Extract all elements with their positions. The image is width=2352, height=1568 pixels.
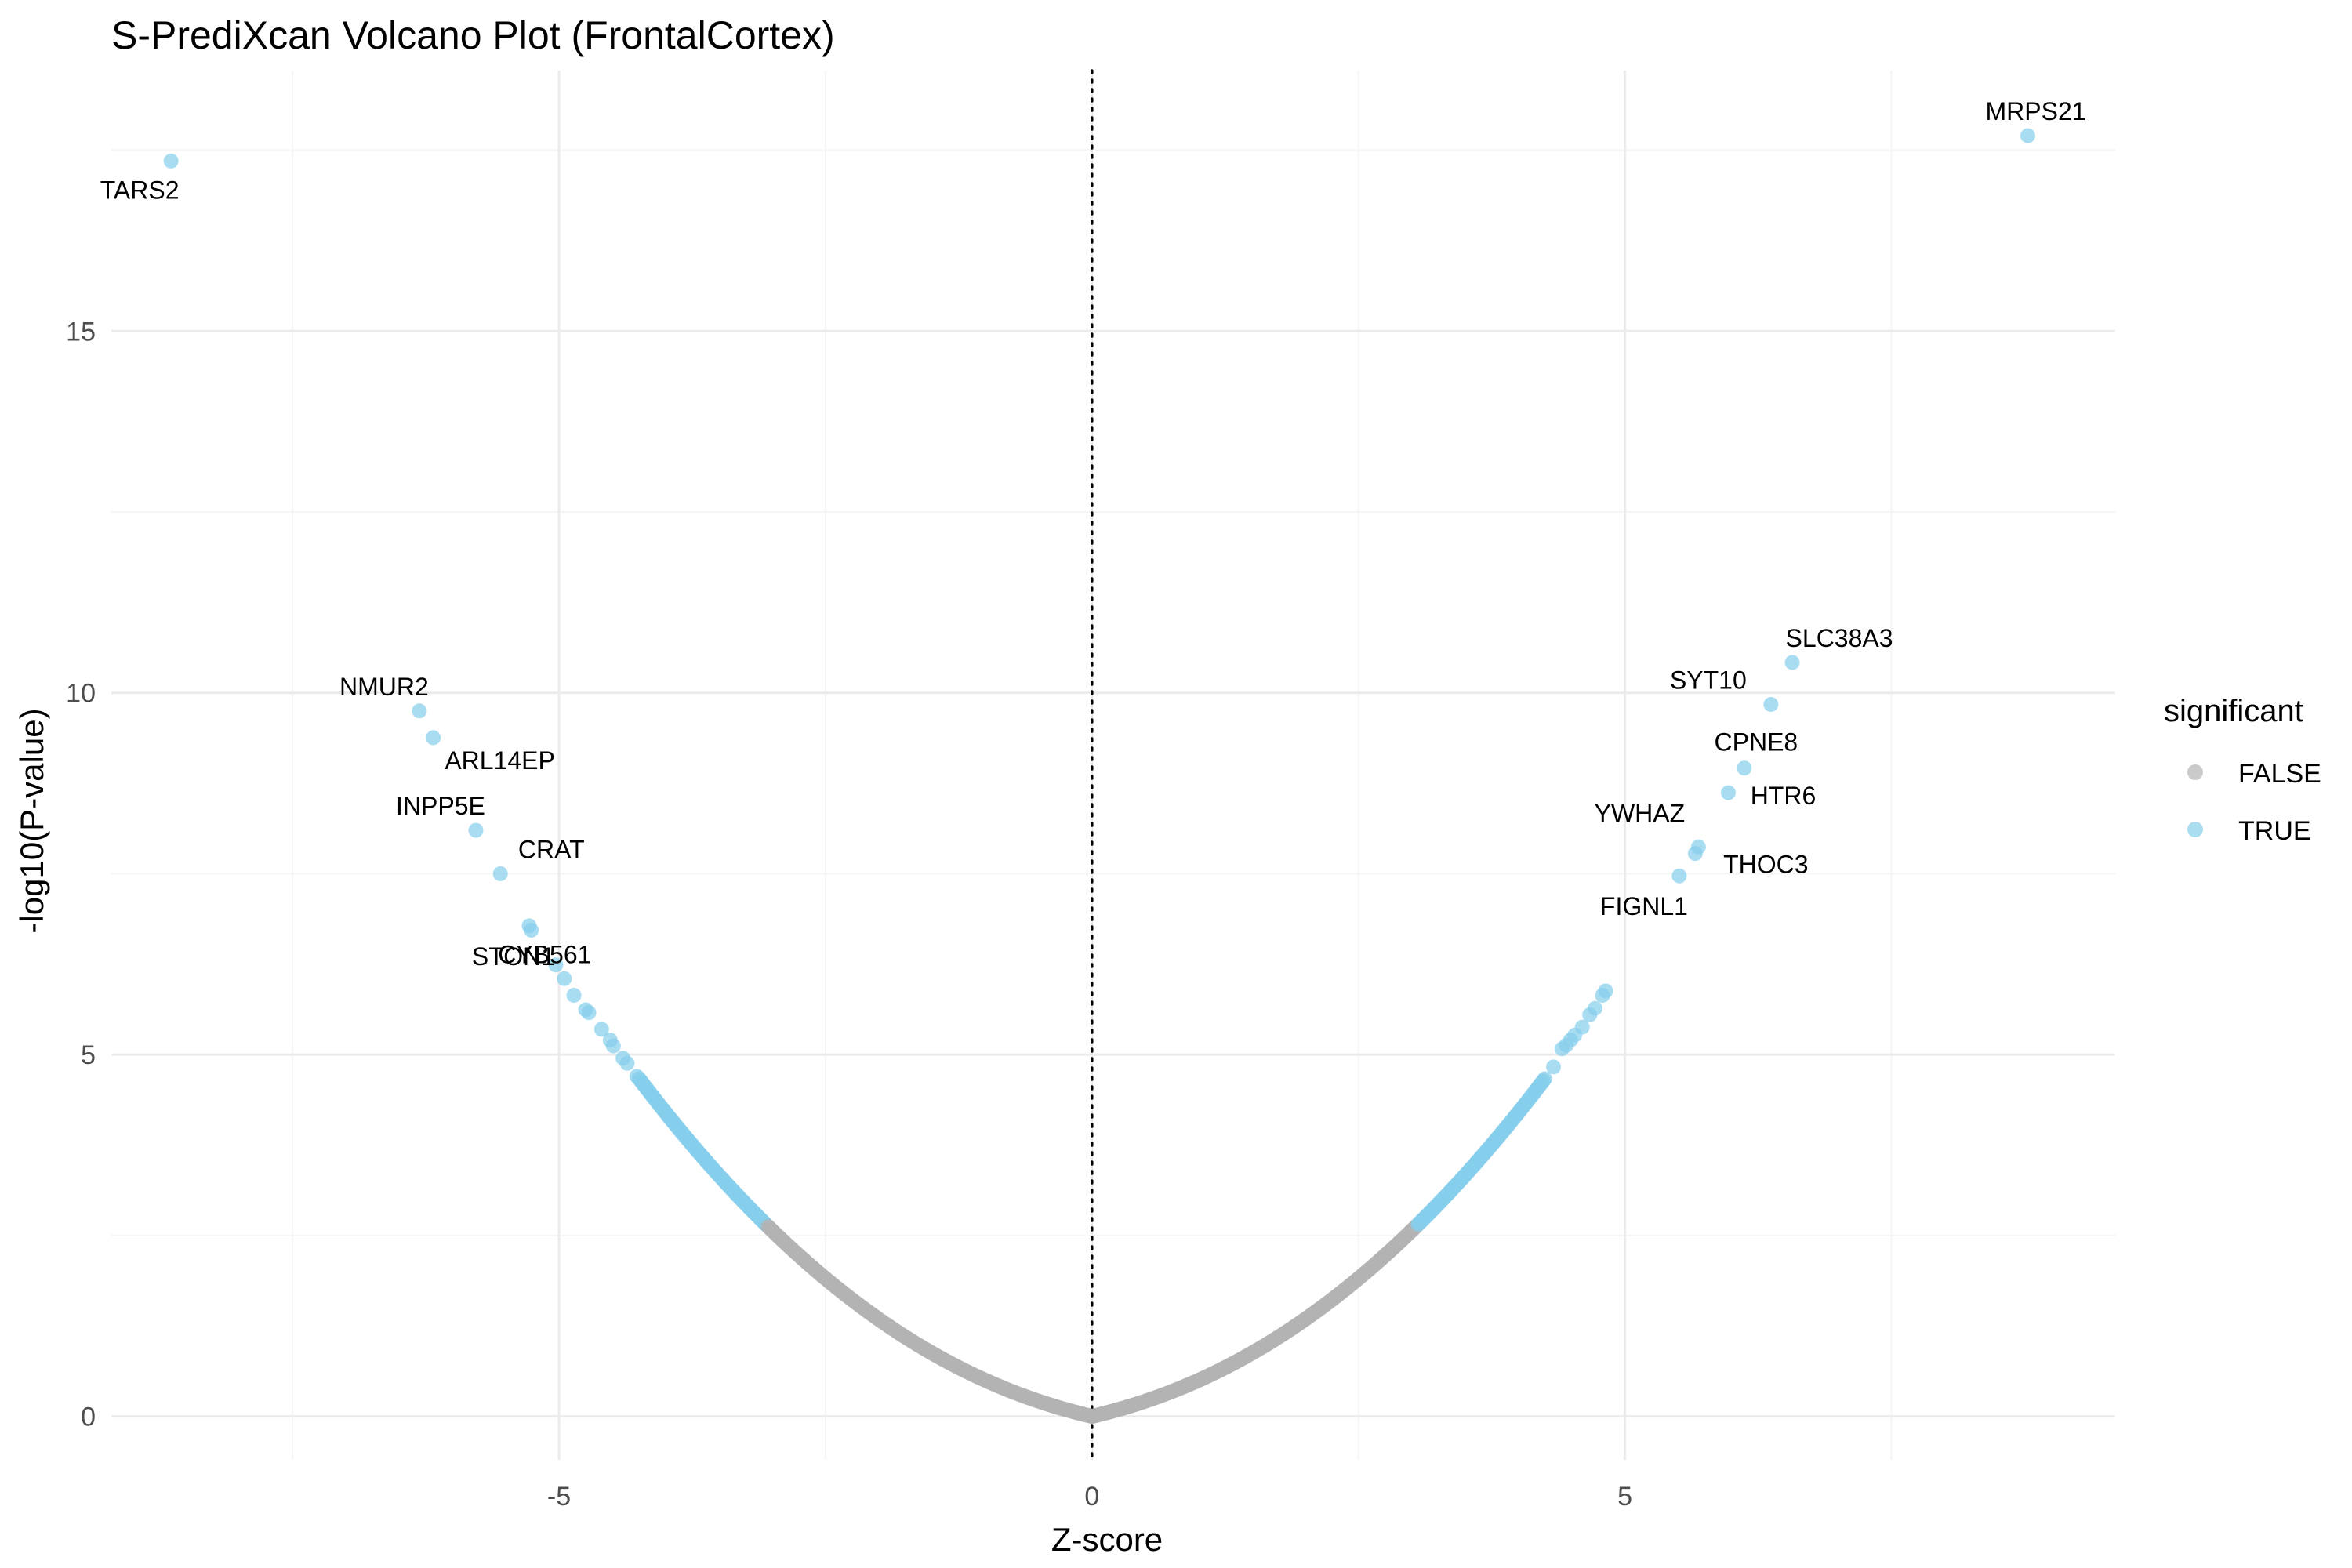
gene-label-inpp5e: INPP5E xyxy=(396,792,485,820)
gene-label-ston1: STON1 xyxy=(472,942,555,971)
x-tick-label: 5 xyxy=(1617,1482,1632,1512)
data-point-fignl1 xyxy=(1671,868,1687,884)
gene-label-cpne8: CPNE8 xyxy=(1715,728,1798,757)
data-point xyxy=(619,1055,635,1071)
legend-swatch-true xyxy=(2187,822,2203,837)
gene-label-thoc3: THOC3 xyxy=(1723,851,1808,879)
gene-label-crat: CRAT xyxy=(518,835,585,863)
data-point-tars2 xyxy=(163,153,179,169)
legend-label-false: FALSE xyxy=(2238,759,2321,789)
gene-label-arl14ep: ARL14EP xyxy=(445,746,555,775)
gene-label-ywhaz: YWHAZ xyxy=(1595,799,1686,827)
data-point-ston1 xyxy=(521,918,537,934)
y-tick-label: 15 xyxy=(66,317,96,347)
legend-label-true: TRUE xyxy=(2238,816,2311,846)
data-point-inpp5e xyxy=(468,822,484,838)
gene-labels-layer: TARS2 MRPS21 NMUR2 ARL14EP INPP5E CRAT STON1CY… xyxy=(100,97,2086,971)
gene-label-cyb561: CYB561 xyxy=(498,940,591,968)
gene-label-tars2: TARS2 xyxy=(100,176,180,204)
gene-label-slc38a3: SLC38A3 xyxy=(1786,624,1893,652)
y-axis-title: -log10(P-value) xyxy=(13,708,50,933)
points-layer xyxy=(163,128,2036,1425)
data-point-cpne8 xyxy=(1737,760,1752,776)
gene-label-mrps21: MRPS21 xyxy=(1985,97,2085,125)
chart-title: S-PrediXcan Volcano Plot (FrontalCortex) xyxy=(111,13,835,57)
data-point-thoc3 xyxy=(1687,846,1703,862)
data-point xyxy=(1598,983,1613,999)
data-point xyxy=(629,1069,644,1084)
data-point-slc38a3 xyxy=(1784,655,1800,670)
gene-label-syt10: SYT10 xyxy=(1670,666,1747,694)
legend-swatch-false xyxy=(2187,764,2203,780)
y-tick-label: 10 xyxy=(66,679,96,709)
data-point-htr6 xyxy=(1720,785,1736,800)
data-point xyxy=(1546,1059,1562,1075)
data-point-crat xyxy=(492,866,508,881)
data-point-syt10 xyxy=(1763,696,1779,712)
data-point-nmur2 xyxy=(412,703,427,719)
data-point-mrps21 xyxy=(2020,128,2036,143)
data-point xyxy=(566,987,582,1003)
x-tick-label: -5 xyxy=(547,1482,571,1512)
legend-title: significant xyxy=(2164,694,2303,728)
data-point xyxy=(581,1005,597,1021)
y-tick-label: 5 xyxy=(81,1040,96,1070)
data-point xyxy=(1588,1000,1603,1016)
gene-label-fignl1: FIGNL1 xyxy=(1600,892,1688,920)
x-tick-label: 0 xyxy=(1084,1482,1099,1512)
data-point xyxy=(1537,1071,1552,1087)
data-point xyxy=(1574,1019,1590,1035)
legend: significant FALSE TRUE xyxy=(2164,694,2321,846)
gene-label-nmur2: NMUR2 xyxy=(339,673,429,701)
tick-labels-layer: -5 0 5 0 5 10 15 xyxy=(66,317,1632,1512)
data-point xyxy=(605,1038,621,1054)
data-point xyxy=(548,957,564,973)
data-point-arl14ep xyxy=(426,730,441,746)
gene-label-htr6: HTR6 xyxy=(1751,782,1817,810)
data-point-cyb561 xyxy=(557,971,572,986)
grid-layer xyxy=(111,71,2115,1460)
x-axis-title: Z-score xyxy=(1051,1521,1163,1558)
data-point xyxy=(593,1022,609,1037)
y-tick-label: 0 xyxy=(81,1403,96,1432)
